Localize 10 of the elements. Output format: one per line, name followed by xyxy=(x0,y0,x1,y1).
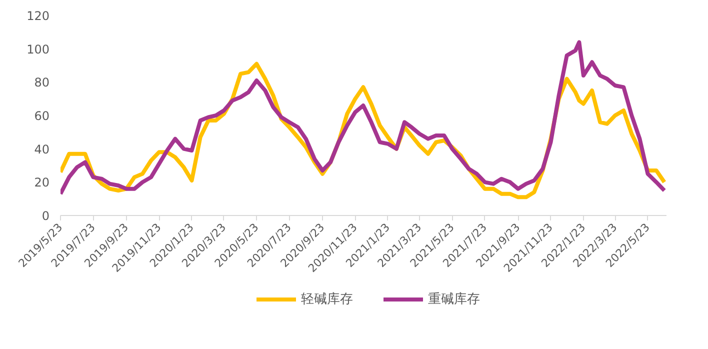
y-tick-label: 40 xyxy=(34,142,50,156)
y-tick-label: 120 xyxy=(26,9,50,23)
y-tick-label: 100 xyxy=(26,42,50,56)
y-tick-label: 60 xyxy=(34,109,50,123)
line-series xyxy=(60,40,666,196)
legend-label: 重碱库存 xyxy=(428,291,480,308)
legend-label: 轻碱库存 xyxy=(301,291,353,308)
y-tick-label: 80 xyxy=(34,76,50,90)
y-tick-label: 0 xyxy=(42,209,50,223)
y-tick-label: 20 xyxy=(34,176,50,190)
